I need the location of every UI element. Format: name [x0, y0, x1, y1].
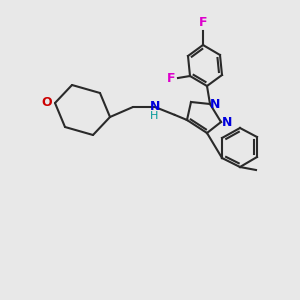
Text: F: F — [167, 71, 175, 85]
Text: N: N — [150, 100, 160, 112]
Text: N: N — [222, 116, 232, 128]
Text: N: N — [210, 98, 220, 110]
Text: H: H — [150, 111, 158, 121]
Text: O: O — [42, 97, 52, 110]
Text: F: F — [199, 16, 207, 29]
